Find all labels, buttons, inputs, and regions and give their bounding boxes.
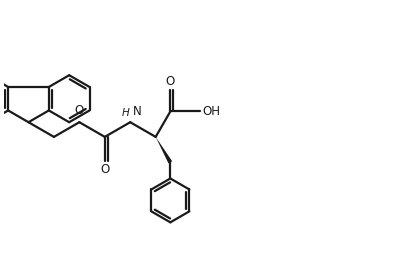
Text: OH: OH: [202, 105, 220, 118]
Polygon shape: [156, 137, 172, 163]
Text: H: H: [121, 107, 129, 117]
Text: O: O: [100, 163, 110, 176]
Text: O: O: [166, 75, 175, 88]
Text: N: N: [132, 105, 141, 117]
Text: O: O: [75, 104, 84, 117]
